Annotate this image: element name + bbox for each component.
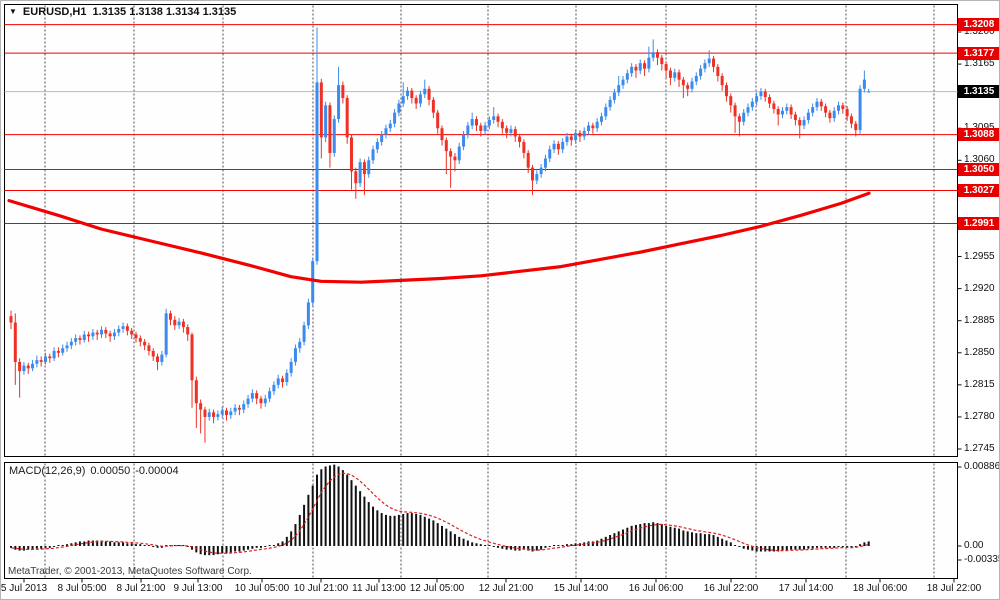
macd-name: MACD(12,26,9) — [9, 465, 86, 477]
ohlc-quote-label: 1.3135 1.3138 1.3134 1.3135 — [92, 6, 237, 18]
moving-average-line[interactable] — [7, 191, 871, 284]
gridlines — [44, 5, 935, 578]
macd-histogram — [10, 464, 870, 556]
symbol-dropdown-icon[interactable]: ▼ — [9, 7, 17, 16]
macd-main-value: 0.00050 — [90, 465, 131, 477]
candlesticks — [9, 27, 871, 443]
macd-indicator-label: MACD(12,26,9) 0.00050 -0.00004 — [9, 465, 184, 477]
copyright-label: MetaTrader, © 2001-2013, MetaQuotes Soft… — [8, 566, 252, 577]
symbol-period-label: EURUSD,H1 — [22, 6, 87, 18]
panel-borders — [4, 4, 958, 579]
macd-signal-value: -0.00004 — [135, 465, 179, 477]
axis-tick-marks — [23, 31, 962, 583]
chart-title: ▼ EURUSD,H1 1.3135 1.3138 1.3134 1.3135 — [9, 6, 236, 18]
